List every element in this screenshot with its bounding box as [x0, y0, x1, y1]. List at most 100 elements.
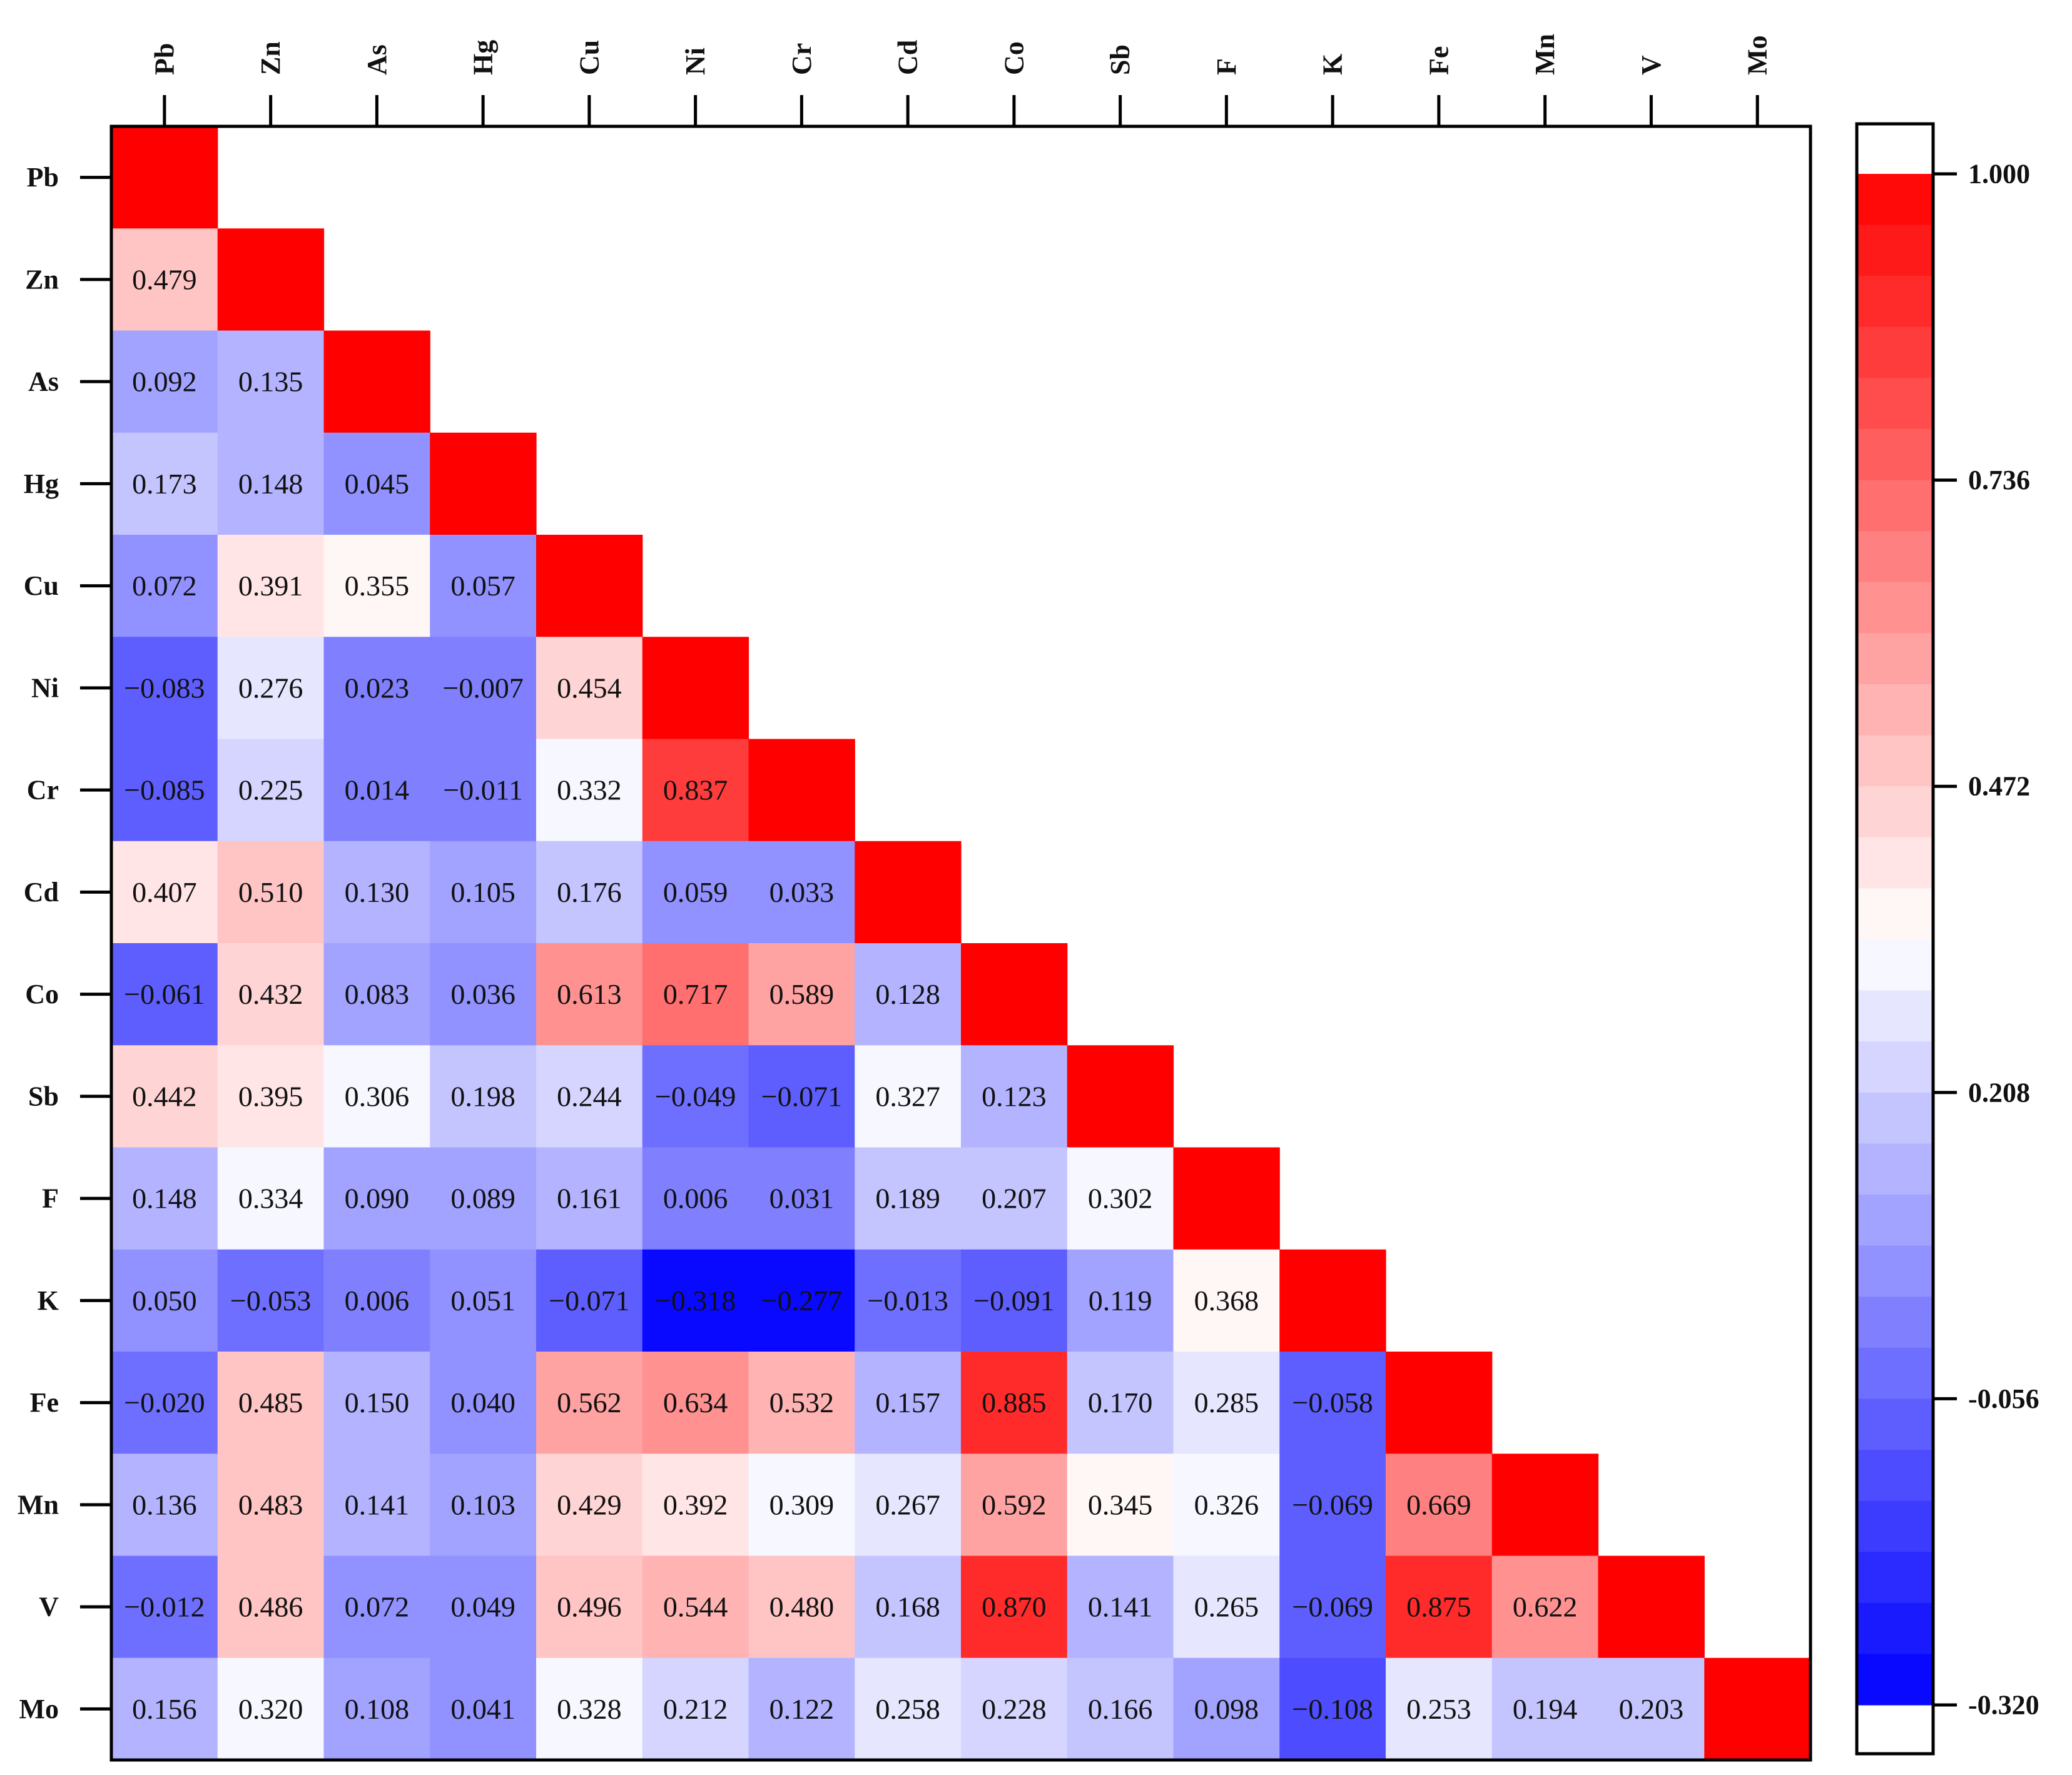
- cell-value-mn-co: 0.592: [982, 1489, 1047, 1520]
- colorbar-segment: [1857, 1654, 1933, 1706]
- colorbar-segment: [1857, 225, 1933, 276]
- heatmap-cell-v-k: [1279, 1555, 1386, 1659]
- colorbar-segment: [1857, 1245, 1933, 1297]
- colorbar-segment: [1857, 1450, 1933, 1502]
- colorbar-segment: [1857, 735, 1933, 787]
- cell-value-mo-fe: 0.253: [1406, 1693, 1471, 1725]
- colorbar-segment: [1857, 582, 1933, 634]
- heatmap-cell-mn-mn: [1491, 1454, 1599, 1557]
- cell-value-mo-co: 0.228: [982, 1693, 1047, 1725]
- heatmap-cell-mo-ni: [642, 1657, 749, 1761]
- cell-value-f-hg: 0.089: [450, 1183, 515, 1215]
- heatmap-cell-k-co: [961, 1249, 1068, 1352]
- heatmap-cell-mn-k: [1279, 1454, 1386, 1557]
- heatmap-cell-hg-pb: [111, 432, 218, 535]
- cell-value-cu-zn: 0.391: [238, 570, 303, 602]
- cell-value-co-hg: 0.036: [450, 978, 515, 1010]
- cell-value-mn-fe: 0.669: [1406, 1489, 1471, 1520]
- colorbar-segment: [1857, 1500, 1933, 1552]
- cell-value-k-cd: −0.013: [867, 1285, 948, 1317]
- colorbar-segment: [1857, 684, 1933, 736]
- heatmap-cell-cr-hg: [430, 739, 537, 842]
- cell-value-sb-cu: 0.244: [557, 1080, 622, 1112]
- cell-value-cr-cu: 0.332: [557, 774, 622, 806]
- heatmap-cell-cd-as: [323, 841, 430, 944]
- cell-value-cr-zn: 0.225: [238, 774, 303, 806]
- heatmap-cell-v-co: [961, 1555, 1068, 1659]
- cell-value-mo-cu: 0.328: [557, 1693, 622, 1725]
- cell-value-k-ni: −0.318: [655, 1285, 736, 1317]
- heatmap-cell-cr-cu: [536, 739, 643, 842]
- heatmap-cell-fe-as: [323, 1352, 430, 1454]
- cell-value-k-cu: −0.071: [549, 1285, 629, 1317]
- heatmap-cell-sb-co: [961, 1045, 1068, 1148]
- colorbar-segment: [1857, 1041, 1933, 1093]
- cell-value-k-as: 0.006: [345, 1285, 410, 1317]
- cell-value-mo-v: 0.203: [1619, 1693, 1684, 1725]
- cell-value-v-as: 0.072: [345, 1591, 410, 1623]
- heatmap-cell-sb-sb: [1067, 1045, 1174, 1148]
- cell-value-k-cr: −0.277: [761, 1285, 842, 1317]
- heatmap-cell-k-k: [1279, 1249, 1386, 1352]
- cell-value-cr-pb: −0.085: [124, 774, 205, 806]
- heatmap-cell-f-ni: [642, 1147, 749, 1250]
- heatmap-cell-v-fe: [1386, 1555, 1493, 1659]
- heatmap-cell-mn-cr: [748, 1454, 855, 1557]
- axis-ticks: [80, 95, 1759, 1711]
- row-label-mn: Mn: [18, 1489, 59, 1520]
- col-label-sb: Sb: [1105, 44, 1135, 75]
- heatmap-cell-co-hg: [430, 943, 537, 1046]
- cell-value-hg-as: 0.045: [345, 468, 410, 500]
- cell-value-v-mn: 0.622: [1513, 1591, 1578, 1623]
- heatmap-cell-k-as: [323, 1249, 430, 1352]
- heatmap-cell-sb-zn: [217, 1045, 325, 1148]
- colorbar-segment: [1857, 1347, 1933, 1399]
- heatmap-cell-fe-cr: [748, 1352, 855, 1454]
- cell-value-v-cr: 0.480: [769, 1591, 835, 1623]
- cell-value-cd-pb: 0.407: [132, 876, 197, 908]
- colorbar-segment: [1857, 786, 1933, 838]
- heatmap-cell-f-pb: [111, 1147, 218, 1250]
- heatmap-cell-mn-cu: [536, 1454, 643, 1557]
- row-label-f: F: [42, 1183, 59, 1214]
- heatmap-cell-k-ni: [642, 1249, 749, 1352]
- col-label-hg: Hg: [468, 40, 499, 75]
- colorbar-segment: [1857, 1297, 1933, 1348]
- cell-value-v-cu: 0.496: [557, 1591, 622, 1623]
- column-labels: Pb Zn As Hg Cu Ni Cr Cd Co Sb F K Fe Mn V Mo: [149, 34, 1772, 75]
- heatmap-cell-mo-pb: [111, 1657, 218, 1761]
- heatmap-cell-mo-sb: [1067, 1657, 1174, 1761]
- cell-value-v-zn: 0.486: [238, 1591, 303, 1623]
- cell-value-mo-pb: 0.156: [132, 1693, 197, 1725]
- cell-value-ni-cu: 0.454: [557, 672, 622, 704]
- heatmap-cell-fe-pb: [111, 1352, 218, 1454]
- row-label-sb: Sb: [28, 1081, 59, 1111]
- heatmap-cell-f-sb: [1067, 1147, 1174, 1250]
- cell-value-sb-ni: −0.049: [655, 1080, 736, 1112]
- cell-value-cd-as: 0.130: [345, 876, 410, 908]
- heatmap-cell-zn-zn: [217, 228, 325, 331]
- heatmap-cell-k-hg: [430, 1249, 537, 1352]
- row-label-co: Co: [25, 979, 59, 1009]
- heatmap-cell-co-as: [323, 943, 430, 1046]
- colorbar-segment: [1857, 276, 1933, 328]
- cell-value-v-k: −0.069: [1292, 1591, 1373, 1623]
- row-label-pb: Pb: [27, 162, 59, 193]
- cell-value-k-zn: −0.053: [230, 1285, 311, 1317]
- cell-value-f-co: 0.207: [982, 1183, 1047, 1215]
- cell-value-v-hg: 0.049: [450, 1591, 515, 1623]
- cell-value-fe-sb: 0.170: [1088, 1387, 1153, 1418]
- heatmap-cell-mo-mo: [1704, 1657, 1811, 1761]
- heatmap-cell-cd-cu: [536, 841, 643, 944]
- cell-value-cu-pb: 0.072: [132, 570, 197, 602]
- heatmap-cell-as-as: [323, 330, 430, 433]
- cell-value-zn-pb: 0.479: [132, 263, 197, 295]
- cell-value-sb-as: 0.306: [345, 1080, 410, 1112]
- cell-value-mn-ni: 0.392: [663, 1489, 728, 1520]
- heatmap-cell-f-cu: [536, 1147, 643, 1250]
- colorbar-segment: [1857, 633, 1933, 685]
- heatmap-cell-cr-zn: [217, 739, 325, 842]
- cell-value-mo-k: −0.108: [1292, 1693, 1373, 1725]
- heatmap-cell-sb-cr: [748, 1045, 855, 1148]
- heatmap-cell-v-mn: [1491, 1555, 1599, 1659]
